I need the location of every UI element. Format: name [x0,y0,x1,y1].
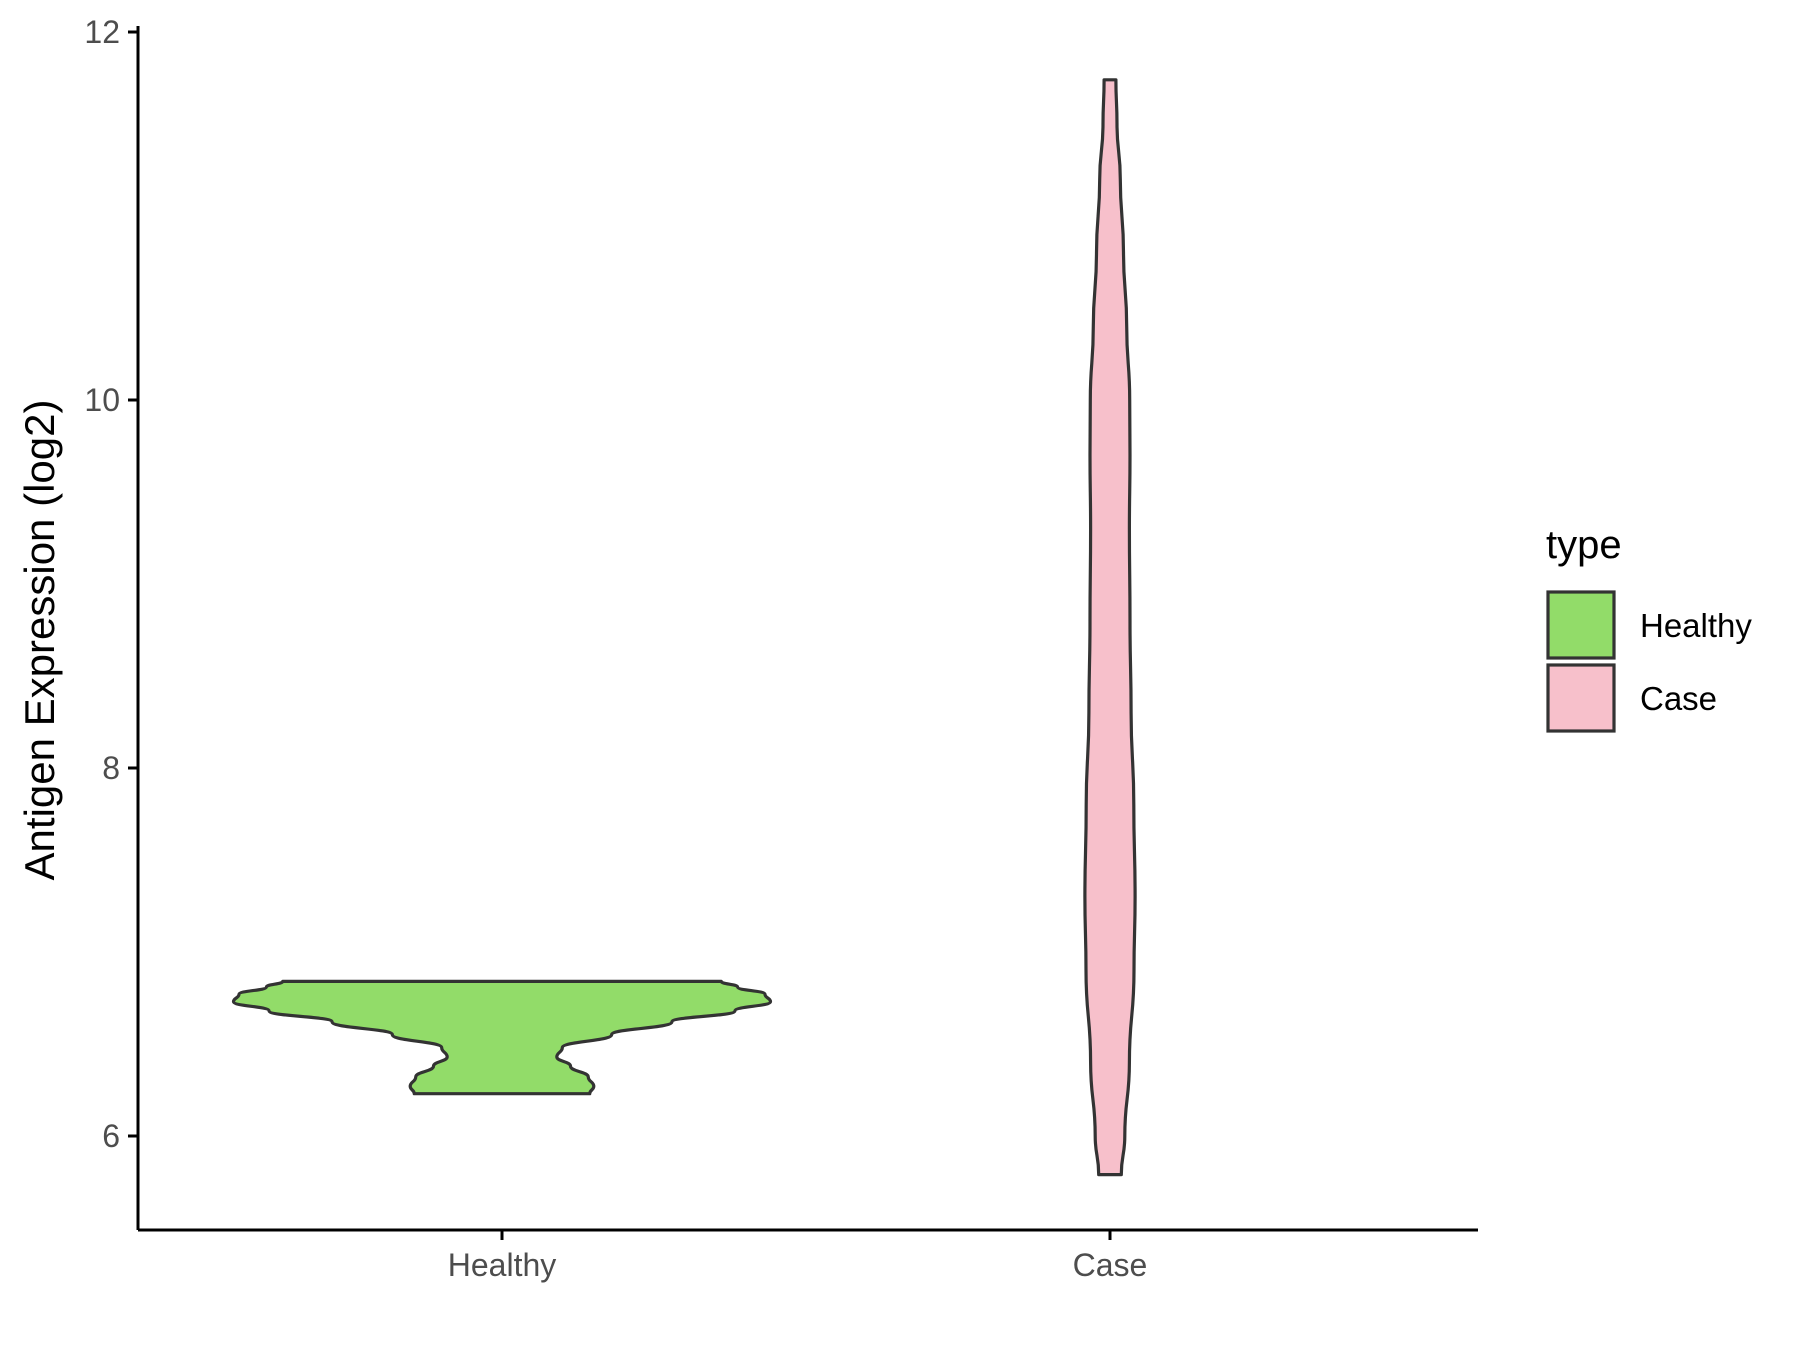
legend-label-healthy: Healthy [1640,607,1752,644]
y-tick-label: 10 [84,382,120,418]
legend: type Healthy Case [1546,523,1752,733]
legend-swatch-healthy [1546,590,1616,660]
x-tick-label: Case [1073,1247,1148,1283]
legend-swatch-case [1546,663,1616,733]
y-tick-label: 6 [102,1118,120,1154]
x-axis-ticks: Healthy Case [448,1230,1148,1283]
violin-layer [231,78,1137,1177]
violin-healthy [231,979,773,1096]
y-axis-title: Antigen Expression (log2) [16,400,63,881]
x-tick-label: Healthy [448,1247,557,1283]
legend-title: type [1546,523,1622,567]
y-tick-label: 8 [102,750,120,786]
violin-case [1083,78,1137,1177]
y-axis-ticks: 6 8 10 12 [84,14,138,1154]
y-tick-label: 12 [84,14,120,50]
legend-label-case: Case [1640,680,1717,717]
